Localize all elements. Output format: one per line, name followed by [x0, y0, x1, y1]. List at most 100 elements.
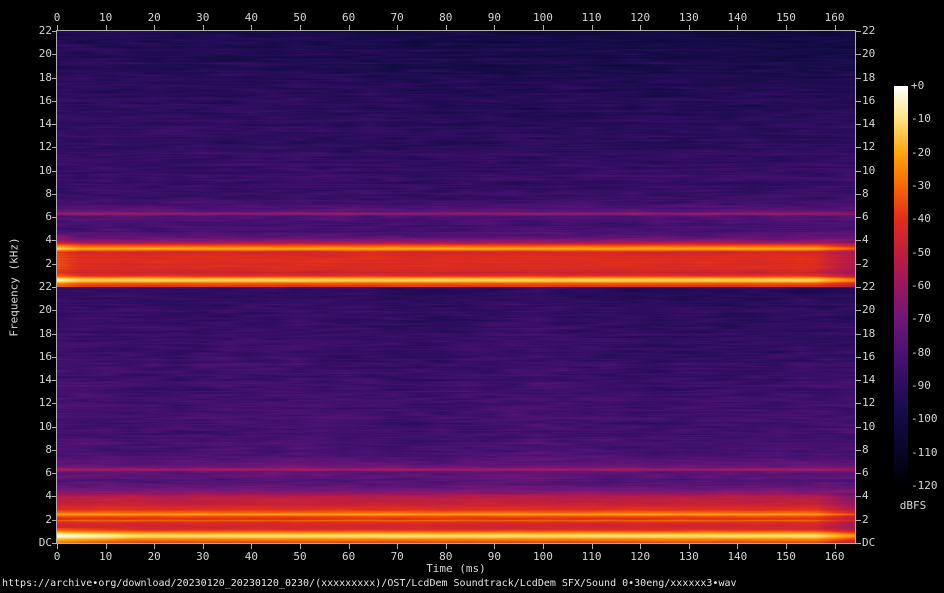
freq-tick-label: 14 — [38, 117, 52, 130]
time-tick-label: 150 — [776, 550, 796, 563]
time-tick — [57, 25, 58, 30]
freq-tick-label: 2 — [45, 257, 52, 270]
time-tick-label: 50 — [293, 11, 307, 24]
freq-tick-label: 8 — [862, 443, 869, 456]
freq-tick-label: 10 — [38, 164, 52, 177]
freq-tick-label: 6 — [45, 466, 52, 479]
colorbar-tick-label: -60 — [911, 279, 931, 292]
colorbar-tick-label: -50 — [911, 245, 931, 259]
freq-tick-label: 22 — [862, 24, 876, 37]
time-tick-label: 100 — [533, 11, 553, 24]
freq-tick-label: 8 — [862, 187, 869, 200]
freq-tick — [52, 124, 57, 125]
time-tick-label: 130 — [678, 11, 699, 24]
time-tick — [251, 544, 253, 549]
freq-tick-label: 10 — [38, 420, 52, 433]
freq-tick — [856, 171, 861, 172]
time-tick-label: 90 — [487, 550, 502, 563]
time-tick-label: 160 — [824, 550, 845, 563]
freq-tick — [52, 334, 57, 335]
time-tick — [154, 25, 156, 30]
time-tick — [251, 25, 253, 30]
time-tick-label: 150 — [776, 11, 796, 24]
freq-tick — [52, 171, 57, 172]
freq-tick — [52, 194, 57, 195]
freq-tick-label: DC — [862, 536, 876, 549]
freq-tick-label: 20 — [38, 47, 52, 60]
freq-tick-label: 14 — [38, 373, 52, 386]
freq-tick — [856, 194, 861, 195]
freq-tick — [856, 217, 861, 218]
time-tick — [445, 544, 447, 549]
time-tick — [542, 25, 544, 30]
colorbar-tick-label: -110 — [911, 445, 938, 459]
time-tick — [591, 25, 593, 30]
time-tick-label: 60 — [341, 550, 356, 563]
time-tick — [105, 544, 107, 549]
freq-tick — [52, 54, 57, 55]
freq-tick-label: 2 — [45, 513, 52, 526]
freq-tick — [52, 496, 57, 497]
colorbar-tick-label: -20 — [911, 145, 931, 159]
source-url-text: https://archive•org/download/20230120_20… — [2, 578, 737, 589]
freq-tick-label: DC — [38, 536, 52, 549]
colorbar-tick-label: -30 — [911, 179, 931, 192]
time-tick — [737, 25, 739, 30]
time-tick — [737, 544, 739, 549]
time-tick-label: 0 — [53, 11, 61, 24]
time-tick — [445, 25, 447, 30]
time-tick — [494, 25, 496, 30]
time-tick-label: 40 — [244, 550, 259, 563]
freq-tick-label: 16 — [862, 94, 876, 107]
freq-tick — [856, 78, 861, 79]
colorbar-tick-label: -100 — [911, 412, 938, 426]
time-tick — [688, 25, 690, 30]
time-tick-label: 20 — [147, 550, 161, 563]
freq-tick — [52, 264, 57, 265]
time-tick-label: 0 — [53, 550, 61, 563]
freq-tick — [856, 357, 861, 358]
freq-tick-label: 10 — [862, 420, 876, 433]
time-tick — [785, 544, 787, 549]
freq-tick — [856, 520, 861, 521]
time-tick-label: 140 — [727, 11, 748, 24]
freq-tick — [52, 310, 57, 311]
freq-tick-label: 6 — [45, 210, 52, 223]
freq-tick-label: 8 — [45, 187, 52, 200]
freq-tick — [856, 543, 861, 544]
freq-tick-label: 6 — [862, 466, 869, 479]
time-tick — [834, 25, 836, 30]
freq-tick-label: 12 — [862, 396, 876, 409]
time-tick — [348, 25, 350, 30]
y-axis-title: Frequency (kHz) — [7, 237, 21, 337]
freq-tick-label: 4 — [862, 233, 869, 246]
time-tick-label: 30 — [196, 550, 210, 563]
freq-tick-label: 4 — [862, 489, 869, 502]
colorbar-gradient — [894, 86, 908, 486]
time-tick — [57, 544, 58, 549]
spectrogram-channel-2 — [57, 287, 855, 543]
freq-tick-label: 14 — [862, 117, 876, 130]
freq-tick-label: 10 — [862, 164, 876, 177]
time-tick-label: 160 — [824, 11, 845, 24]
time-tick-label: 60 — [341, 11, 356, 24]
time-tick-label: 40 — [244, 11, 259, 24]
time-tick — [202, 25, 204, 30]
time-tick — [688, 544, 690, 549]
freq-tick — [856, 31, 861, 32]
freq-tick-label: 18 — [862, 71, 876, 84]
freq-tick — [52, 380, 57, 381]
freq-tick — [52, 403, 57, 404]
time-tick-label: 140 — [727, 550, 748, 563]
freq-tick — [856, 54, 861, 55]
freq-tick — [52, 78, 57, 79]
freq-tick — [52, 31, 57, 32]
time-tick-label: 30 — [196, 11, 210, 24]
freq-tick-label: 16 — [38, 94, 52, 107]
freq-tick — [856, 147, 861, 148]
freq-tick — [52, 101, 57, 102]
freq-tick — [52, 287, 57, 288]
freq-tick-label: 20 — [38, 303, 52, 316]
freq-tick — [856, 496, 861, 497]
